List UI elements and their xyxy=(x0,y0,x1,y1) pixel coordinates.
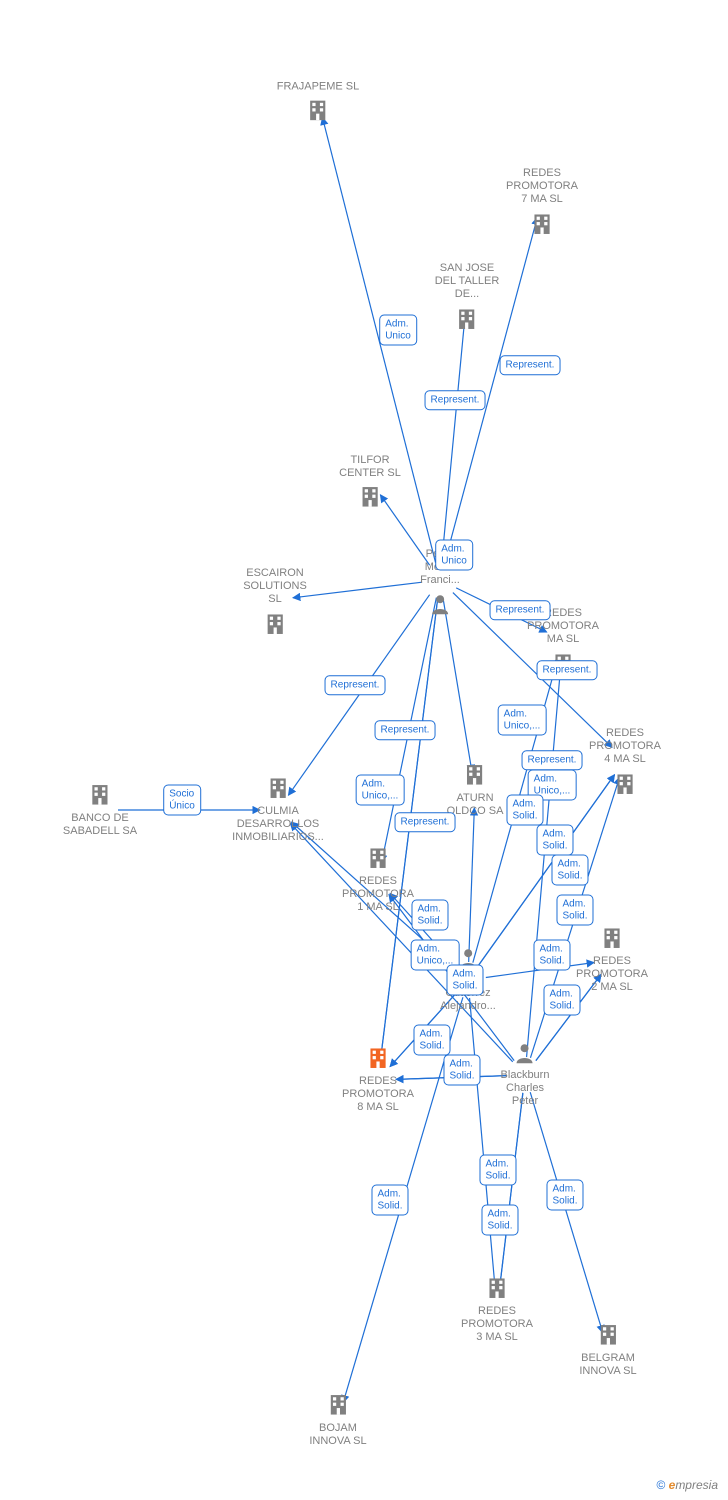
edge-line xyxy=(380,495,429,566)
edge-line xyxy=(536,974,601,1060)
network-canvas xyxy=(0,0,728,1500)
edge-line xyxy=(456,588,547,632)
edge-line xyxy=(343,997,463,1402)
edge-line xyxy=(470,998,496,1292)
edge-line xyxy=(443,598,472,772)
edge-line xyxy=(291,822,454,968)
edge-line xyxy=(396,1076,507,1080)
edge-line xyxy=(382,598,437,863)
edge-line xyxy=(293,582,422,598)
edge-line xyxy=(530,777,619,1058)
edge-line xyxy=(473,657,558,962)
edge-line xyxy=(499,1093,523,1292)
edge-line xyxy=(442,313,466,562)
edge-line xyxy=(530,1092,603,1333)
copyright-symbol: © xyxy=(656,1478,665,1492)
footer-copyright: © empresia xyxy=(656,1478,718,1492)
edge-line xyxy=(527,658,562,1057)
brand-rest: mpresia xyxy=(675,1478,718,1492)
edge-line xyxy=(322,117,435,562)
edge-line xyxy=(486,962,594,977)
edge-line xyxy=(390,893,456,966)
edge-line xyxy=(469,808,475,962)
edge-line xyxy=(290,823,512,1062)
edge-line xyxy=(453,593,612,748)
edge-line xyxy=(288,595,429,796)
